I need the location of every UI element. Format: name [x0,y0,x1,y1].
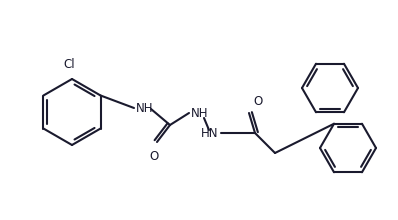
Text: O: O [253,95,262,108]
Text: NH: NH [191,106,209,119]
Text: Cl: Cl [63,58,75,71]
Text: O: O [149,150,159,163]
Text: HN: HN [201,126,219,139]
Text: NH: NH [136,101,154,114]
